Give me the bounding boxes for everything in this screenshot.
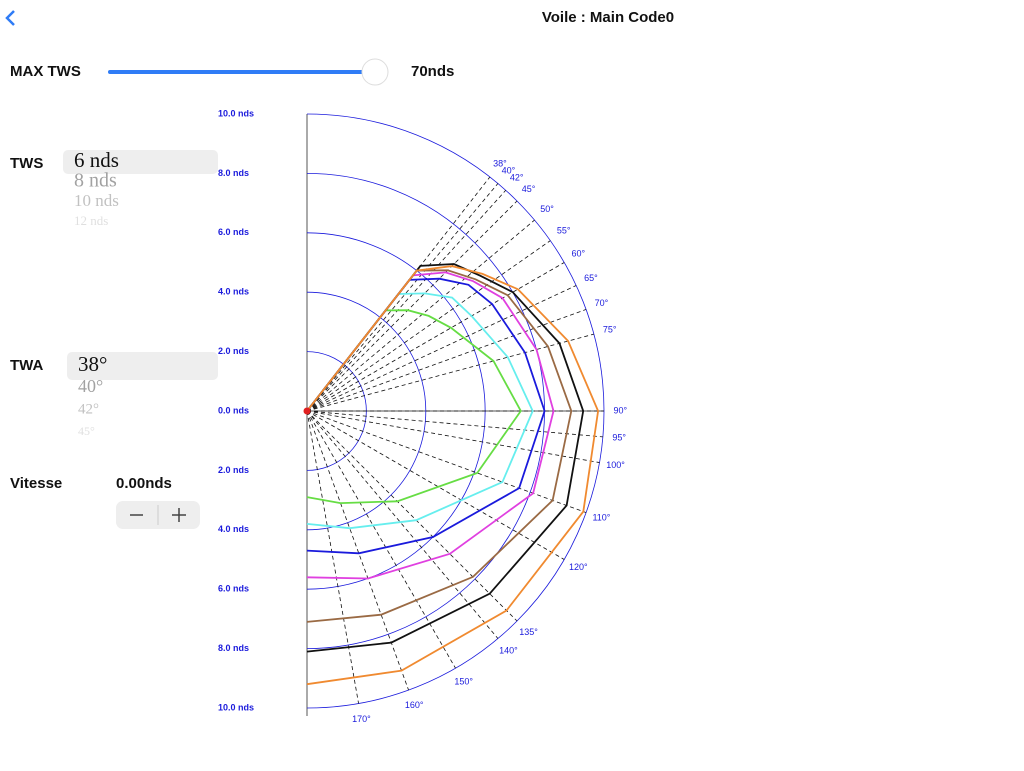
- r-tick-label: 2.0 nds: [218, 465, 249, 475]
- twa-label: TWA: [10, 357, 43, 374]
- angle-line: [306, 309, 587, 412]
- origin-dot: [303, 407, 311, 415]
- angle-line: [306, 410, 499, 639]
- picker-option: 40°: [78, 376, 103, 396]
- stepper-plus[interactable]: [172, 508, 186, 522]
- picker-option: 10 nds: [74, 191, 119, 210]
- ring: [306, 291, 427, 531]
- page-title: Voile : Main Code0: [542, 9, 674, 26]
- angle-label: 95°: [612, 433, 626, 443]
- speed-value: 0.00nds: [116, 475, 172, 492]
- angle-label: 40°: [502, 165, 516, 175]
- r-tick-label: 8.0 nds: [218, 643, 249, 653]
- angle-label: 70°: [595, 298, 609, 308]
- angle-label: 65°: [584, 273, 598, 283]
- angle-line: [306, 410, 409, 691]
- twa-picker[interactable]: [67, 352, 218, 380]
- tws-label: TWS: [10, 155, 43, 172]
- angle-label: 75°: [603, 324, 617, 334]
- r-tick-label: 4.0 nds: [218, 524, 249, 534]
- back-button[interactable]: [5, 10, 15, 26]
- picker-option: 42°: [78, 401, 99, 417]
- picker-option: 12 nds: [74, 213, 108, 228]
- angle-line: [306, 183, 499, 412]
- polar-curve: [306, 269, 573, 623]
- r-tick-label: 10.0 nds: [218, 702, 254, 712]
- angle-label: 100°: [606, 460, 625, 470]
- picker-option: 8 nds: [74, 170, 117, 192]
- slider-value: 70nds: [411, 63, 454, 80]
- polar-curve: [306, 309, 522, 505]
- slider-thumb[interactable]: [361, 58, 389, 86]
- angle-label: 160°: [405, 700, 424, 710]
- tws-picker[interactable]: [63, 150, 218, 174]
- angle-line: [306, 410, 600, 463]
- polar-curve: [306, 271, 555, 580]
- r-tick-label: 6.0 nds: [218, 584, 249, 594]
- polar-curve: [306, 277, 546, 555]
- angle-line: [306, 410, 359, 704]
- angle-label: 120°: [569, 562, 588, 572]
- angle-label: 90°: [614, 405, 628, 415]
- polar-curve: [306, 263, 585, 653]
- slider-label: MAX TWS: [10, 63, 81, 80]
- r-tick-label: 0.0 nds: [218, 405, 249, 415]
- angle-line: [306, 410, 587, 513]
- r-tick-label: 2.0 nds: [218, 346, 249, 356]
- r-tick-label: 6.0 nds: [218, 227, 249, 237]
- angle-label: 150°: [454, 677, 473, 687]
- polar-curve: [306, 265, 600, 686]
- angle-label: 55°: [557, 226, 571, 236]
- angle-line: [306, 190, 507, 412]
- speed-label: Vitesse: [10, 475, 62, 492]
- angle-line: [306, 262, 565, 412]
- angle-line: [306, 410, 603, 438]
- angle-label: 42°: [510, 173, 524, 183]
- picker-option: 45°: [78, 424, 95, 438]
- polar-curve: [306, 292, 534, 530]
- angle-line: [306, 219, 535, 412]
- picker-option: 38°: [78, 352, 107, 376]
- angle-line: [306, 333, 594, 412]
- angle-line: [306, 410, 565, 560]
- angle-label: 110°: [592, 513, 610, 523]
- polar-chart: 10.0 nds 10.0 nds 8.0 nds 8.0 nds 6.0 nds 6.0…: [218, 108, 628, 724]
- angle-label: 135°: [519, 627, 538, 637]
- angle-line: [306, 200, 518, 412]
- r-tick-label: 10.0 nds: [218, 108, 254, 118]
- slider-track[interactable]: [108, 70, 376, 74]
- angle-label: 170°: [352, 714, 371, 724]
- angle-line: [306, 285, 577, 412]
- angle-line: [306, 240, 551, 412]
- angle-label: 45°: [522, 184, 536, 194]
- angle-line: [306, 410, 456, 669]
- r-tick-label: 4.0 nds: [218, 287, 249, 297]
- angle-label: 60°: [572, 249, 586, 259]
- angle-label: 38°: [493, 158, 507, 168]
- r-tick-label: 8.0 nds: [218, 168, 249, 178]
- angle-label: 140°: [499, 645, 518, 655]
- picker-option: 6 nds: [74, 148, 119, 172]
- angle-line: [306, 410, 518, 622]
- angle-label: 50°: [540, 204, 554, 214]
